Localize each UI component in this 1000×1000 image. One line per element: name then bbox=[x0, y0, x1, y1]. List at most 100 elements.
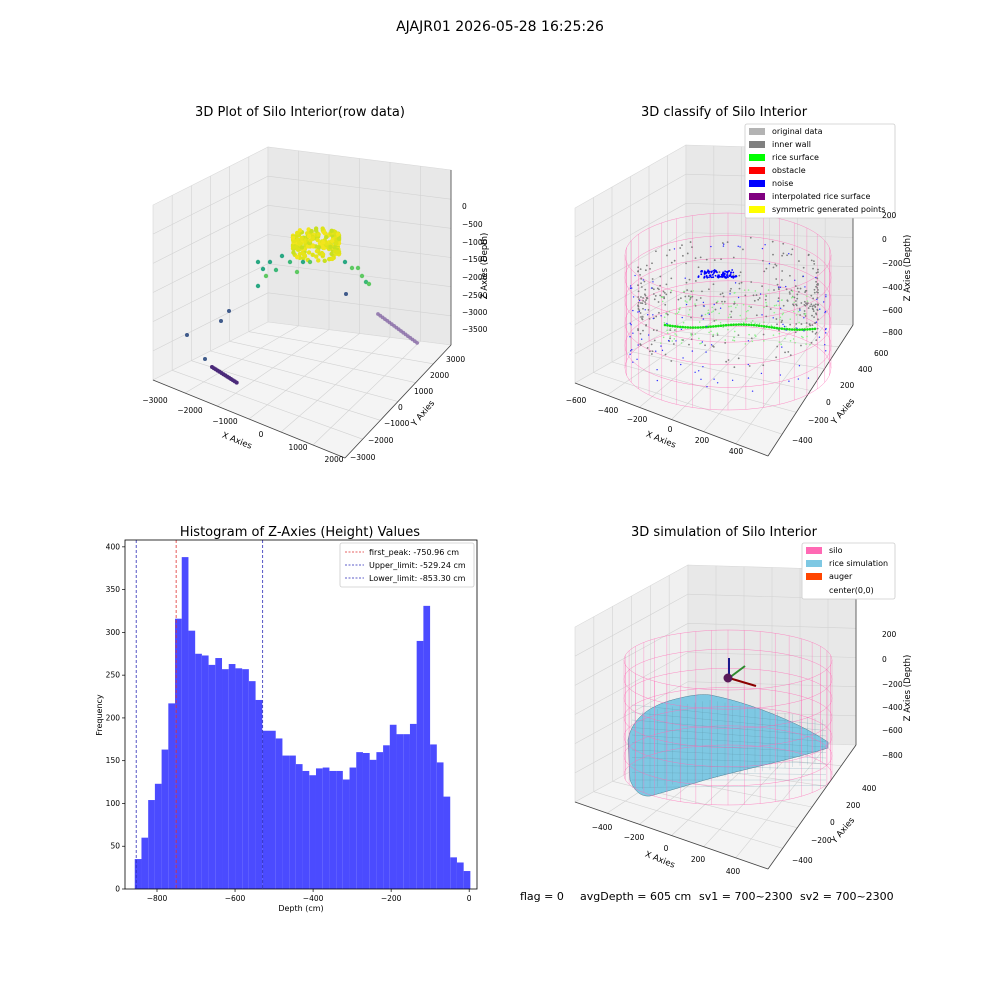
noise-point bbox=[815, 321, 818, 323]
rice-surface-point bbox=[765, 304, 768, 307]
rice-surface-point bbox=[791, 290, 794, 293]
z-tick-label: −1000 bbox=[462, 238, 488, 247]
legend-label: Upper_limit: -529.24 cm bbox=[369, 561, 466, 570]
inner-wall-point bbox=[663, 291, 666, 294]
inner-wall-point bbox=[800, 302, 803, 304]
rice-surface-point bbox=[770, 324, 773, 327]
x-axis-line bbox=[152, 379, 346, 459]
noise-point bbox=[715, 270, 718, 273]
rice-surface-point bbox=[750, 323, 753, 327]
panel-raw-axes-box bbox=[152, 146, 452, 459]
noise-point bbox=[717, 276, 720, 279]
noise-point bbox=[694, 371, 696, 373]
z-tick-label: 200 bbox=[882, 630, 897, 639]
inner-wall-point bbox=[811, 314, 813, 317]
rice-surface-point bbox=[797, 310, 800, 313]
rice-surface-point bbox=[742, 303, 745, 306]
hist-y-ticks: 0 50 100 150 200 250 300 350 400 bbox=[106, 542, 125, 894]
inner-wall-point bbox=[691, 246, 693, 249]
noise-point bbox=[661, 349, 664, 352]
rice-surface-point bbox=[686, 326, 690, 329]
rice-mesh-line bbox=[631, 712, 827, 731]
rice-surface-point bbox=[802, 336, 804, 339]
inner-wall-point bbox=[640, 277, 643, 280]
inner-wall-point bbox=[663, 297, 666, 300]
inner-wall-point bbox=[809, 305, 811, 308]
noise-point bbox=[708, 274, 711, 277]
rice-surface-point bbox=[734, 323, 738, 326]
rice-surface-point bbox=[788, 328, 791, 331]
noise-point bbox=[729, 273, 732, 276]
inner-wall-point bbox=[777, 288, 780, 291]
noise-point bbox=[710, 245, 712, 248]
z-tick-label: −200 bbox=[882, 680, 903, 689]
inner-wall-point bbox=[644, 294, 647, 297]
rice-surface-point bbox=[719, 324, 723, 327]
noise-point bbox=[703, 276, 706, 279]
rice-surface-point bbox=[691, 326, 695, 329]
inner-wall-point bbox=[795, 300, 797, 302]
noise-point bbox=[632, 309, 634, 312]
noise-point bbox=[804, 286, 806, 288]
noise-point bbox=[759, 293, 762, 295]
inner-wall-point bbox=[644, 301, 646, 303]
inner-wall-point bbox=[803, 300, 806, 303]
noise-point bbox=[631, 348, 633, 351]
noise-point bbox=[711, 273, 714, 276]
inner-wall-point bbox=[738, 274, 741, 277]
hist-axes-frame bbox=[124, 539, 478, 890]
inner-wall-point bbox=[785, 288, 788, 291]
rice-surface-point bbox=[744, 318, 747, 321]
noise-point bbox=[824, 332, 827, 334]
inner-wall-point bbox=[810, 303, 813, 306]
noise-point bbox=[802, 275, 805, 278]
inner-wall-point bbox=[650, 343, 653, 346]
rice-surface-point bbox=[737, 323, 741, 326]
inner-wall-point bbox=[794, 285, 797, 287]
panel-sim-yticks: −400 −200 0 200 400 bbox=[792, 784, 877, 865]
rice-surface-point bbox=[687, 313, 690, 316]
inner-wall-point bbox=[655, 315, 658, 318]
avg-depth-text: avgDepth = 605 cm bbox=[580, 890, 691, 903]
noise-point bbox=[737, 245, 739, 248]
noise-point bbox=[705, 325, 708, 328]
y-tick-label: 350 bbox=[106, 585, 121, 594]
rice-surface-point bbox=[790, 296, 793, 299]
inner-wall-point bbox=[782, 304, 785, 307]
rice-surface-point bbox=[677, 311, 680, 313]
inner-wall-point bbox=[708, 288, 710, 291]
x-tick-label: 1000 bbox=[288, 443, 307, 452]
rice-surface-point bbox=[742, 321, 745, 324]
inner-wall-point bbox=[810, 259, 813, 262]
rice-surface-point bbox=[712, 310, 715, 312]
inner-wall-point bbox=[799, 314, 801, 316]
y-tick-label: 200 bbox=[846, 801, 861, 810]
inner-wall-point bbox=[639, 302, 642, 304]
inner-wall-point bbox=[775, 356, 778, 359]
rice-surface-point bbox=[668, 310, 671, 313]
x-tick-label: −3000 bbox=[142, 396, 168, 405]
noise-point bbox=[747, 340, 750, 342]
inner-wall-point bbox=[749, 236, 752, 239]
inner-wall-point bbox=[809, 324, 812, 327]
raw-point bbox=[267, 259, 273, 265]
noise-point bbox=[723, 272, 726, 275]
rice-surface-point bbox=[775, 304, 778, 307]
legend-frame bbox=[801, 542, 896, 600]
inner-wall-point bbox=[795, 323, 798, 325]
z-tick-label: −200 bbox=[882, 259, 903, 268]
noise-point bbox=[632, 361, 634, 363]
hist-bar bbox=[235, 668, 243, 889]
rice-surface-point bbox=[706, 325, 710, 329]
y-tick-label: 400 bbox=[862, 784, 877, 793]
raw-point bbox=[335, 231, 341, 237]
rice-surface-point bbox=[722, 326, 724, 329]
inner-wall-point bbox=[817, 271, 819, 274]
noise-point bbox=[768, 262, 771, 265]
rice-surface-point bbox=[763, 321, 765, 323]
legend-label: auger bbox=[829, 572, 853, 581]
raw-point bbox=[321, 240, 326, 245]
inner-wall-point bbox=[640, 296, 642, 298]
legend-label: rice simulation bbox=[829, 559, 888, 568]
rice-surface-point bbox=[748, 305, 750, 308]
